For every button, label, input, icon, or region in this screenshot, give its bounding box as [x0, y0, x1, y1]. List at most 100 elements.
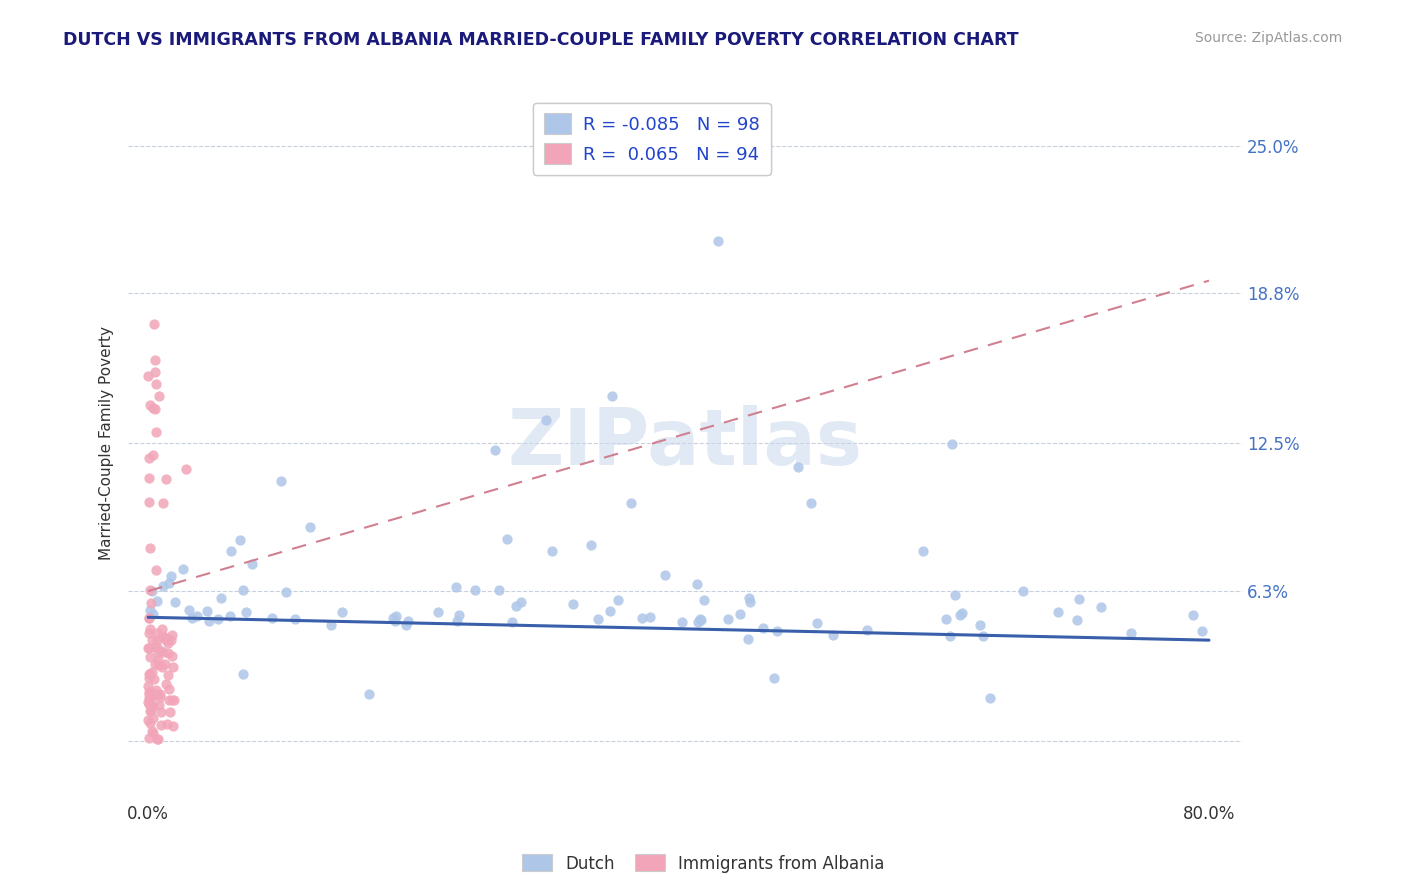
Point	[141, 698, 163, 713]
Point	[138, 671, 160, 685]
Point	[145, 682, 167, 697]
Point	[599, 604, 621, 618]
Point	[298, 520, 321, 534]
Point	[157, 681, 180, 696]
Point	[1046, 605, 1069, 619]
Point	[600, 389, 623, 403]
Point	[138, 471, 160, 485]
Point	[209, 591, 232, 606]
Point	[219, 544, 242, 558]
Point	[163, 693, 186, 707]
Point	[143, 688, 166, 702]
Legend: R = -0.085   N = 98, R =  0.065   N = 94: R = -0.085 N = 98, R = 0.065 N = 94	[533, 103, 770, 175]
Point	[728, 607, 751, 621]
Point	[381, 611, 404, 625]
Point	[1119, 626, 1142, 640]
Point	[148, 658, 170, 673]
Point	[174, 461, 197, 475]
Point	[146, 731, 169, 746]
Point	[146, 646, 169, 660]
Point	[752, 621, 775, 635]
Point	[139, 666, 162, 681]
Point	[142, 672, 165, 686]
Point	[138, 667, 160, 681]
Point	[786, 460, 808, 475]
Point	[148, 698, 170, 712]
Point	[139, 690, 162, 705]
Point	[138, 731, 160, 746]
Point	[145, 425, 167, 439]
Point	[156, 636, 179, 650]
Point	[141, 595, 163, 609]
Point	[1090, 599, 1112, 614]
Point	[385, 608, 408, 623]
Point	[262, 611, 284, 625]
Point	[972, 629, 994, 643]
Point	[979, 690, 1001, 705]
Point	[800, 496, 823, 510]
Point	[284, 611, 307, 625]
Point	[136, 713, 159, 727]
Point	[270, 474, 292, 488]
Point	[138, 495, 160, 509]
Point	[950, 606, 973, 620]
Point	[141, 684, 163, 698]
Point	[148, 389, 170, 403]
Point	[160, 632, 183, 647]
Point	[138, 679, 160, 693]
Point	[496, 532, 519, 546]
Point	[155, 472, 177, 486]
Point	[911, 544, 934, 558]
Point	[139, 582, 162, 597]
Point	[1012, 584, 1035, 599]
Point	[671, 615, 693, 629]
Point	[738, 594, 761, 608]
Point	[157, 692, 180, 706]
Text: ZIPatlas: ZIPatlas	[508, 406, 863, 482]
Point	[856, 623, 879, 637]
Point	[330, 605, 353, 619]
Point	[159, 705, 181, 719]
Point	[148, 687, 170, 701]
Point	[162, 660, 184, 674]
Point	[143, 657, 166, 671]
Point	[806, 616, 828, 631]
Point	[395, 618, 418, 632]
Point	[141, 723, 163, 738]
Point	[139, 704, 162, 718]
Y-axis label: Married-Couple Family Poverty: Married-Couple Family Poverty	[100, 326, 114, 560]
Point	[396, 614, 419, 628]
Point	[146, 731, 169, 746]
Point	[138, 690, 160, 705]
Point	[139, 649, 162, 664]
Point	[143, 353, 166, 368]
Point	[142, 401, 165, 415]
Text: Source: ZipAtlas.com: Source: ZipAtlas.com	[1195, 31, 1343, 45]
Point	[620, 496, 643, 510]
Point	[136, 641, 159, 656]
Point	[717, 612, 740, 626]
Point	[138, 611, 160, 625]
Point	[145, 626, 167, 640]
Point	[586, 612, 609, 626]
Point	[737, 632, 759, 646]
Point	[138, 451, 160, 466]
Point	[821, 627, 844, 641]
Point	[157, 668, 180, 682]
Point	[630, 610, 652, 624]
Point	[139, 622, 162, 636]
Point	[939, 629, 962, 643]
Point	[692, 593, 714, 607]
Point	[172, 562, 194, 576]
Point	[139, 704, 162, 718]
Point	[638, 610, 661, 624]
Point	[142, 699, 165, 714]
Point	[232, 582, 254, 597]
Point	[229, 533, 252, 547]
Point	[142, 318, 165, 332]
Point	[384, 614, 406, 628]
Point	[240, 558, 263, 572]
Point	[160, 649, 183, 664]
Point	[688, 615, 710, 629]
Point	[943, 588, 966, 602]
